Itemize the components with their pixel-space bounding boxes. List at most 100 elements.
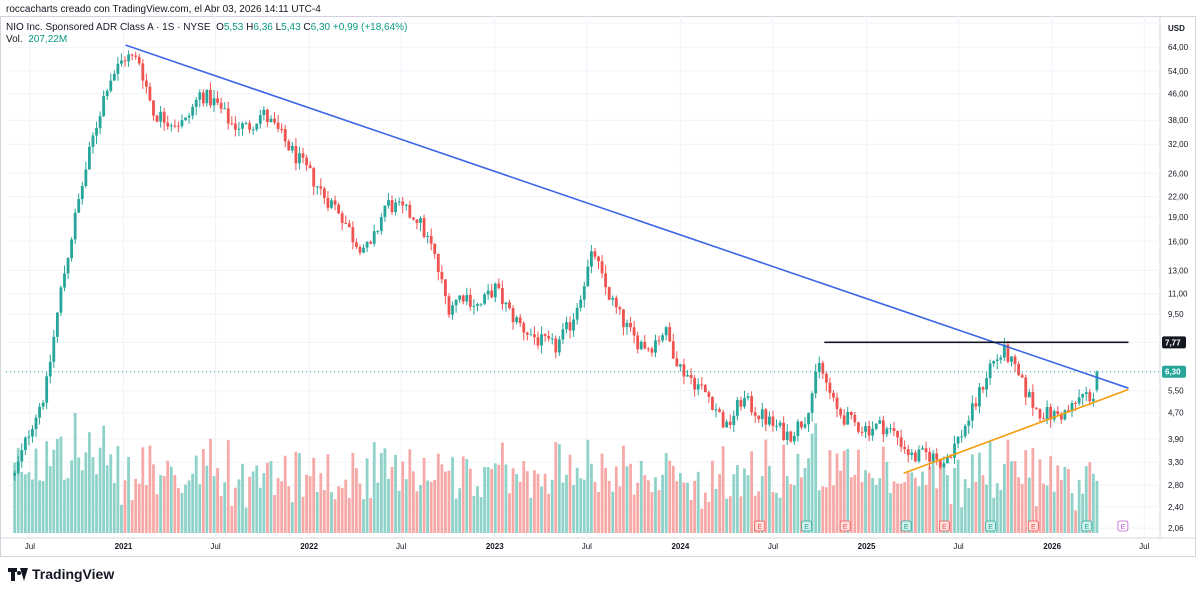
volume-bar [70,460,74,533]
volume-bar [401,461,405,533]
price-tick-label: 22,00 [1168,193,1189,202]
candle-body [48,361,52,377]
candle [301,147,305,164]
volume-bar [1056,465,1060,533]
candle-body [340,213,344,223]
candle-body [162,111,166,123]
candle-body [130,54,134,56]
earnings-badge [938,520,950,532]
candle-body [767,416,771,425]
candle [1031,384,1035,417]
candle [344,215,348,224]
candle-body [80,186,84,200]
candle-body [913,452,917,462]
candle-body [504,302,508,305]
volume-bar [308,476,312,533]
candle-body [750,396,753,413]
candle [244,121,248,125]
candle-body [764,409,768,425]
price-tick-label: 4,70 [1168,409,1184,418]
volume-bar [394,454,397,533]
candle [842,409,846,427]
candle [817,356,821,379]
volume-bar [127,457,130,533]
candle-body [134,55,138,57]
candle-body [1074,402,1077,404]
volume-bar [241,463,244,533]
candle [753,406,757,424]
candle-body [703,385,707,393]
volume-bar [778,497,782,533]
candle [144,73,148,94]
candle-body [853,414,857,423]
candle-body [66,258,70,274]
candle [671,333,675,360]
volume-bar [629,463,632,533]
price-tick-label: 2,40 [1168,503,1184,512]
volume-bar [266,462,269,533]
volume-bar [832,485,835,533]
candle [618,305,622,315]
volume-bars [13,413,1099,533]
volume-bar [924,484,928,533]
volume-bar [557,444,561,533]
volume-bar [817,490,821,533]
volume-bar [191,473,195,533]
volume-bar [988,441,992,533]
volume-bar [565,474,568,533]
candle-body [568,322,572,331]
candle [785,424,789,446]
candle [13,470,17,481]
volume-bar [276,478,280,533]
candle-body [1070,402,1074,412]
volume-bar [1031,447,1035,533]
symbol-name[interactable]: NIO Inc. Sponsored ADR Class A · 1S · NY… [6,22,211,33]
volume-bar [849,477,853,533]
candle-body [992,361,996,364]
volume-bar [80,470,84,533]
volume-bar [365,458,369,533]
candle [137,53,141,66]
downtrend-trendline [125,44,1129,389]
volume-value: 207,22M [28,34,68,45]
candle-body [401,201,405,206]
candle-body [1095,371,1099,390]
volume-bar [205,465,209,533]
candle-body [84,169,88,187]
candle [84,161,88,188]
time-tick-label: 2023 [486,542,504,551]
candle-body [201,92,205,104]
earnings-label: E [988,524,993,531]
price-tick-label: 13,00 [1168,266,1189,275]
candle [41,400,45,410]
candle-body [757,415,761,420]
volume-bar [1091,473,1095,533]
volume-bar [572,484,575,533]
candle [326,191,330,212]
tradingview-logo[interactable]: TradingView [8,566,114,582]
candle [376,230,380,235]
candle-body [447,296,451,315]
candle-body [429,235,433,244]
candle [166,115,170,130]
candle [732,410,736,433]
candle [95,121,98,145]
volume-bar [169,466,173,533]
candle-body [1017,363,1021,376]
candle-body [180,120,184,127]
volume-bar [639,460,643,533]
volume-bar [775,493,778,533]
volume-bar [290,502,294,533]
candle [728,414,732,429]
candle-body [223,108,227,110]
uptrend-trendline [903,388,1129,474]
candle-body [885,428,889,435]
candle-body [77,199,81,213]
volume-bar [48,466,52,533]
volume-bar [436,453,440,533]
volume-bar [589,463,593,533]
candle-body [137,56,141,64]
candle-body [935,453,939,460]
price-tick-label: 19,00 [1168,213,1189,222]
